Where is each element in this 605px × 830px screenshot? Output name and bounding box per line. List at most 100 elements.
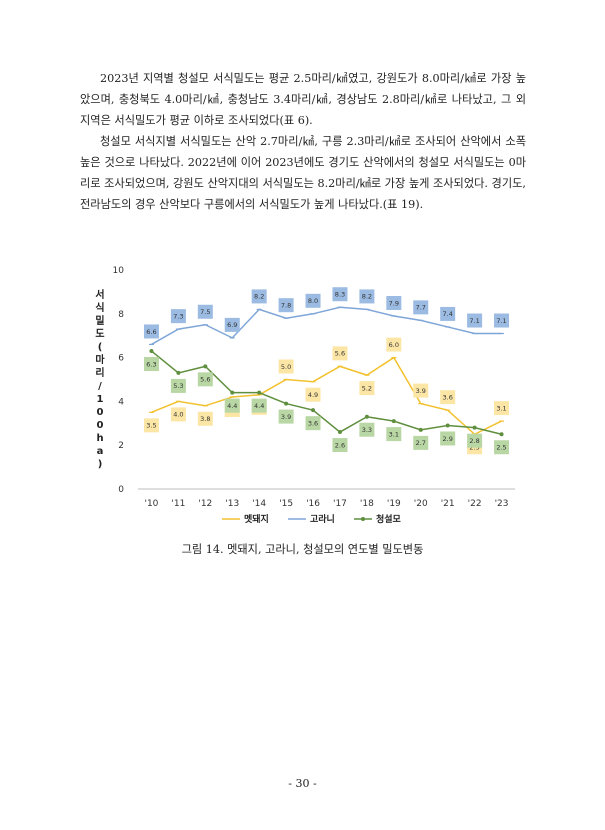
y-axis-title-char: ) bbox=[98, 459, 103, 470]
x-tick-label: '17 bbox=[333, 499, 347, 509]
x-tick-label: '16 bbox=[306, 499, 320, 509]
data-label-box bbox=[467, 433, 483, 448]
data-label-box bbox=[251, 398, 267, 413]
data-label-box bbox=[413, 383, 429, 398]
y-tick-label: 0 bbox=[118, 485, 124, 495]
data-label: 7.9 bbox=[389, 299, 399, 307]
data-label-box bbox=[494, 440, 510, 455]
x-tick-label: '12 bbox=[198, 499, 212, 509]
x-tick-label: '19 bbox=[387, 499, 401, 509]
data-label-box bbox=[143, 357, 159, 372]
series-point bbox=[311, 408, 316, 413]
data-label: 7.1 bbox=[469, 317, 479, 325]
data-label-box bbox=[440, 431, 456, 446]
legend-label: 고라니 bbox=[310, 513, 335, 525]
data-label-box bbox=[413, 300, 429, 315]
series-point bbox=[391, 419, 396, 424]
x-tick-label: '10 bbox=[144, 499, 158, 509]
x-tick-label: '14 bbox=[252, 499, 266, 509]
data-label: 8.3 bbox=[335, 291, 345, 299]
series-point bbox=[284, 401, 289, 406]
data-label: 8.0 bbox=[308, 297, 318, 305]
data-label-box bbox=[494, 401, 510, 416]
data-label-box bbox=[332, 346, 348, 361]
data-label-box bbox=[143, 418, 159, 433]
data-label: 6.0 bbox=[389, 341, 399, 349]
y-axis-title-char: 0 bbox=[97, 407, 104, 418]
y-tick-label: 8 bbox=[118, 310, 124, 320]
y-axis-title-char: ( bbox=[98, 342, 103, 353]
data-label-box bbox=[143, 324, 159, 339]
paragraph-1: 2023년 지역별 청설모 서식밀도는 평균 2.5마리/㎢였고, 강원도가 8… bbox=[80, 72, 526, 127]
x-tick-label: '21 bbox=[441, 499, 455, 509]
data-label-box bbox=[170, 407, 186, 422]
x-tick-label: '20 bbox=[414, 499, 428, 509]
data-label: 5.6 bbox=[200, 376, 210, 384]
data-label-box bbox=[197, 304, 213, 319]
data-label-box bbox=[278, 359, 294, 374]
y-tick-label: 6 bbox=[118, 354, 124, 364]
data-label-box bbox=[224, 398, 240, 413]
series-point bbox=[203, 364, 208, 369]
y-axis-title-char: a bbox=[97, 446, 104, 457]
y-tick-label: 4 bbox=[118, 397, 124, 407]
data-label: 3.1 bbox=[389, 430, 399, 438]
x-tick-label: '13 bbox=[225, 499, 239, 509]
series-line-0 bbox=[151, 356, 502, 436]
y-axis-title: 서 식 밀 도 (마 리 / 1 0 0 h a) bbox=[95, 288, 105, 470]
data-label-box bbox=[224, 317, 240, 332]
data-label: 7.4 bbox=[443, 310, 453, 318]
y-axis-title-char: 마 bbox=[95, 353, 105, 366]
data-label-box bbox=[305, 416, 321, 431]
data-label: 3.6 bbox=[308, 419, 318, 427]
series-line-2 bbox=[150, 350, 502, 435]
legend-marker bbox=[361, 517, 365, 521]
data-label-box bbox=[467, 313, 483, 328]
paragraph-2: 청설모 서식지별 서식밀도는 산악 2.7마리/㎢, 구릉 2.3마리/㎢로 조… bbox=[80, 135, 526, 211]
x-tick-label: '23 bbox=[495, 499, 509, 509]
series-point bbox=[149, 349, 154, 354]
data-label: 3.9 bbox=[416, 387, 426, 395]
data-label-box bbox=[197, 372, 213, 387]
series-line-1 bbox=[151, 306, 502, 346]
data-label: 7.7 bbox=[416, 304, 426, 312]
y-axis-title-char: 0 bbox=[97, 420, 104, 431]
y-axis-title-char: h bbox=[96, 433, 103, 444]
y-axis-title-char: / bbox=[98, 381, 102, 392]
series-point bbox=[445, 423, 450, 428]
data-label: 2.9 bbox=[443, 435, 453, 443]
data-label: 4.4 bbox=[227, 402, 237, 410]
data-label-box bbox=[386, 337, 402, 352]
data-label-box bbox=[251, 289, 267, 304]
data-label-box bbox=[278, 409, 294, 424]
data-label-box bbox=[170, 309, 186, 324]
data-label: 3.9 bbox=[281, 413, 291, 421]
series-point bbox=[499, 432, 504, 437]
data-label: 2.8 bbox=[469, 437, 479, 445]
data-label: 8.2 bbox=[254, 293, 264, 301]
y-axis-title-char: 서 bbox=[95, 288, 104, 301]
x-tick-label: '18 bbox=[360, 499, 374, 509]
data-label-box bbox=[332, 438, 348, 453]
data-label: 3.6 bbox=[443, 393, 453, 401]
data-label: 3.1 bbox=[496, 404, 506, 412]
series-point bbox=[418, 427, 423, 432]
series-point bbox=[230, 390, 235, 395]
data-label: 2.7 bbox=[416, 439, 426, 447]
data-label-box bbox=[440, 306, 456, 321]
density-line-chart: 0 2 4 6 8 10'10'11'12'13'14'15'16'17'18'19'20… bbox=[80, 258, 525, 533]
data-label: 2.6 bbox=[335, 441, 345, 449]
data-label-box bbox=[305, 293, 321, 308]
x-tick-label: '22 bbox=[468, 499, 482, 509]
x-tick-label: '11 bbox=[171, 499, 185, 509]
series-point bbox=[364, 414, 369, 419]
data-label: 5.0 bbox=[281, 363, 291, 371]
series-point bbox=[337, 430, 342, 435]
y-axis-title-char: 도 bbox=[95, 328, 104, 340]
data-label: 6.9 bbox=[227, 321, 237, 329]
y-tick-label: 10 bbox=[113, 266, 125, 276]
data-label: 3.8 bbox=[200, 415, 210, 423]
data-label: 6.6 bbox=[146, 328, 156, 336]
data-label: 7.1 bbox=[496, 317, 506, 325]
data-label: 5.6 bbox=[335, 350, 345, 358]
